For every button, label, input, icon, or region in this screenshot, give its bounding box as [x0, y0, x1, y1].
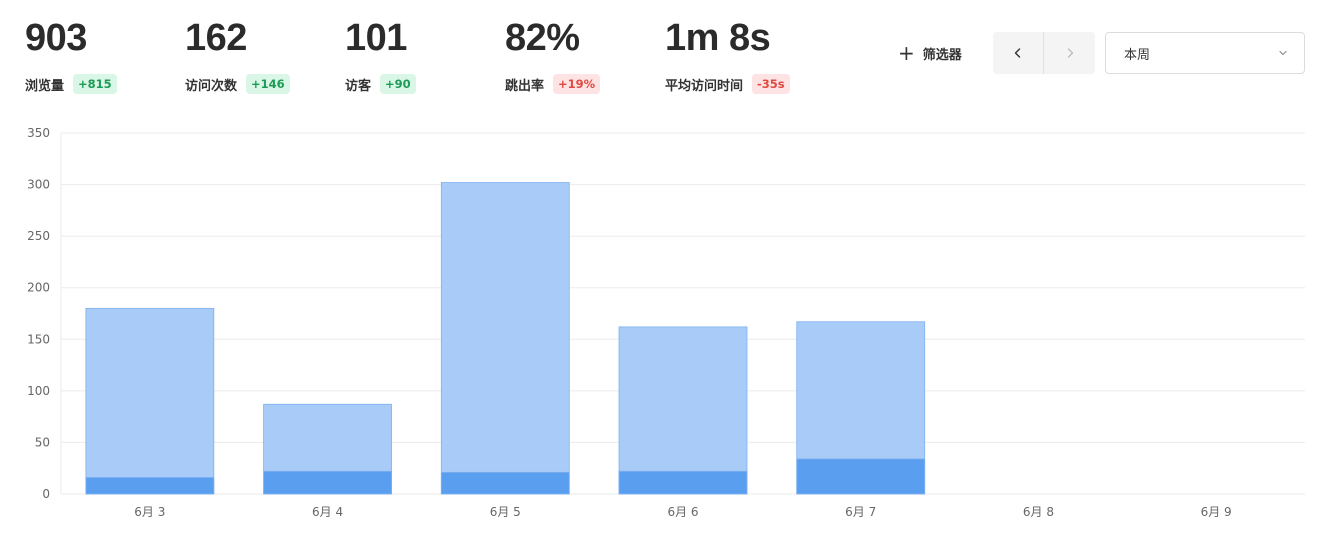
bar-series-2	[263, 470, 392, 495]
metric-value: 1m 8s	[665, 17, 771, 59]
chevron-down-icon	[1279, 50, 1287, 56]
x-tick-label: 6月 7	[845, 505, 876, 519]
next-period-button[interactable]	[1044, 32, 1095, 74]
metric-visits: 162 访问次数 +146	[185, 18, 290, 94]
bar-series-2	[440, 471, 570, 495]
period-select-value: 本周	[1124, 47, 1151, 63]
change-badge: +90	[380, 74, 416, 94]
change-badge: +19%	[553, 74, 601, 94]
y-tick-label: 350	[27, 126, 50, 140]
bar-series-2	[85, 477, 215, 495]
prev-period-button[interactable]	[993, 32, 1044, 74]
bar-series-2	[796, 458, 926, 495]
y-tick-label: 250	[27, 229, 50, 243]
y-tick-label: 300	[27, 178, 50, 192]
period-nav	[993, 32, 1095, 74]
x-tick-label: 6月 9	[1201, 505, 1232, 519]
metric-label: 访问次数	[185, 78, 238, 94]
change-badge: -35s	[752, 74, 790, 94]
metric-value: 162	[185, 17, 247, 59]
y-tick-label: 100	[27, 384, 50, 398]
bar-series-1	[618, 326, 748, 495]
y-tick-label: 50	[35, 435, 50, 449]
filter-label: 筛选器	[922, 47, 962, 63]
chevron-left-icon	[1014, 48, 1021, 58]
chevron-right-icon	[1067, 48, 1073, 58]
x-tick-label: 6月 6	[667, 505, 698, 519]
metric-value: 903	[25, 17, 87, 59]
metric-label: 平均访问时间	[665, 78, 744, 94]
bar-series-2	[618, 470, 748, 495]
metric-visitors: 101 访客 +90	[345, 18, 416, 94]
metric-label: 跳出率	[505, 78, 545, 94]
x-tick-label: 6月 4	[312, 505, 343, 519]
metric-label: 浏览量	[25, 78, 65, 94]
x-tick-label: 6月 3	[134, 505, 165, 519]
metric-avg-visit-time: 1m 8s 平均访问时间 -35s	[665, 18, 790, 94]
period-select[interactable]: 本周	[1105, 32, 1305, 74]
change-badge: +815	[73, 74, 117, 94]
bar-series-1	[440, 182, 570, 495]
bar-series-1	[85, 307, 215, 495]
filter-button[interactable]: + 筛选器	[898, 42, 962, 64]
x-tick-label: 6月 8	[1023, 505, 1054, 519]
metric-value: 101	[345, 17, 407, 59]
metric-label: 访客	[345, 78, 372, 94]
metric-pageviews: 903 浏览量 +815	[25, 18, 117, 94]
bar-chart: 0 50 100 150 200 250 300 350 6月 3 6月 4 6月 5 6月 6 6月 …	[27, 126, 1305, 519]
change-badge: +146	[246, 74, 290, 94]
x-tick-label: 6月 5	[490, 505, 521, 519]
plus-icon: +	[898, 41, 915, 65]
y-tick-label: 0	[42, 487, 50, 501]
metric-value: 82%	[505, 17, 580, 59]
y-tick-label: 150	[27, 332, 50, 346]
metric-bounce-rate: 82% 跳出率 +19%	[505, 17, 601, 94]
y-tick-label: 200	[27, 281, 50, 295]
